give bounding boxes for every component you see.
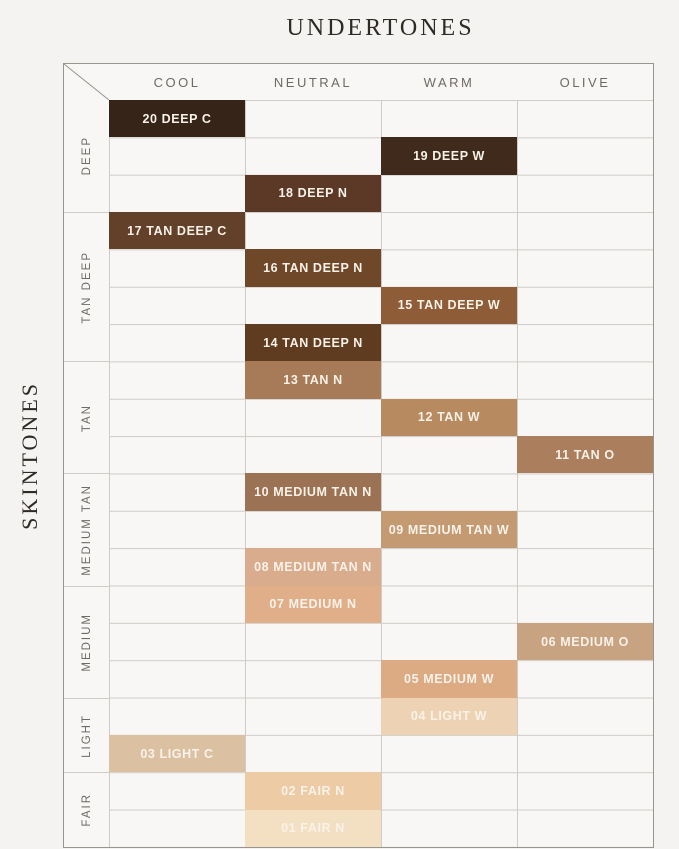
shade-cell-05-medium-w: 05 MEDIUM W [381, 660, 517, 698]
column-header-warm: WARM [423, 74, 475, 90]
skintone-group-label: MEDIUM [80, 612, 93, 672]
skintone-group-tan-deep: TAN DEEP [64, 212, 109, 361]
skintone-group-light: LIGHT [64, 697, 109, 773]
skintone-group-fair: FAIR [64, 772, 109, 847]
corner-cell [64, 64, 109, 100]
skintones-axis-title-wrap: SKINTONES [0, 63, 60, 847]
shade-cell-13-tan-n: 13 TAN N [245, 361, 381, 399]
column-header-cool: COOL [153, 74, 201, 90]
shade-cell-07-medium-n: 07 MEDIUM N [245, 585, 381, 623]
shade-cell-18-deep-n: 18 DEEP N [245, 174, 381, 213]
skintone-group-medium-tan: MEDIUM TAN [64, 473, 109, 585]
shade-cell-15-tan-deep-w: 15 TAN DEEP W [381, 286, 517, 325]
skintone-label-column: DEEP TAN DEEP TAN MEDIUM TAN MEDIUM LIGH… [64, 100, 109, 847]
corner-diagonal-line [64, 64, 109, 100]
column-header-olive: OLIVE [559, 74, 611, 90]
skintone-group-label: MEDIUM TAN [80, 484, 93, 576]
skintone-group-label: DEEP [80, 136, 93, 176]
shade-cell-10-medium-tan-n: 10 MEDIUM TAN N [245, 473, 381, 511]
shade-cell-04-light-w: 04 LIGHT W [381, 697, 517, 735]
skintone-group-label: TAN [80, 403, 93, 433]
shade-cell-09-medium-tan-w: 09 MEDIUM TAN W [381, 510, 517, 549]
shade-cell-16-tan-deep-n: 16 TAN DEEP N [245, 249, 381, 287]
column-header-neutral: NEUTRAL [273, 74, 353, 90]
shade-cell-12-tan-w: 12 TAN W [381, 398, 517, 437]
skintones-axis-title: SKINTONES [17, 380, 42, 530]
shade-cell-20-deep-c: 20 DEEP C [109, 100, 245, 138]
shade-cell-01-fair-n: 01 FAIR N [245, 809, 381, 847]
undertones-axis-title: UNDERTONES [286, 15, 475, 41]
shade-cell-03-light-c: 03 LIGHT C [109, 734, 245, 773]
skintone-group-label: LIGHT [80, 713, 93, 758]
shade-cell-06-medium-o: 06 MEDIUM O [517, 622, 653, 661]
skintone-group-deep: DEEP [64, 100, 109, 212]
shade-cell-11-tan-o: 11 TAN O [517, 436, 653, 474]
skintone-group-tan: TAN [64, 361, 109, 473]
shade-cell-17-tan-deep-c: 17 TAN DEEP C [109, 212, 245, 250]
shade-cell-14-tan-deep-n: 14 TAN DEEP N [245, 324, 381, 362]
skintone-group-label: FAIR [80, 793, 93, 827]
skintone-group-medium: MEDIUM [64, 585, 109, 698]
skintone-group-label: TAN DEEP [80, 250, 93, 324]
shade-cell-08-medium-tan-n: 08 MEDIUM TAN N [245, 548, 381, 586]
shade-grid: 20 DEEP C 19 DEEP W 18 DEEP N 17 TAN DEE… [109, 100, 653, 847]
shade-matrix: COOL NEUTRAL WARM OLIVE DEEP TAN DEEP TA… [63, 63, 654, 848]
shade-cell-02-fair-n: 02 FAIR N [245, 772, 381, 810]
undertone-header-row: COOL NEUTRAL WARM OLIVE [109, 64, 653, 100]
shade-cell-19-deep-w: 19 DEEP W [381, 137, 517, 175]
